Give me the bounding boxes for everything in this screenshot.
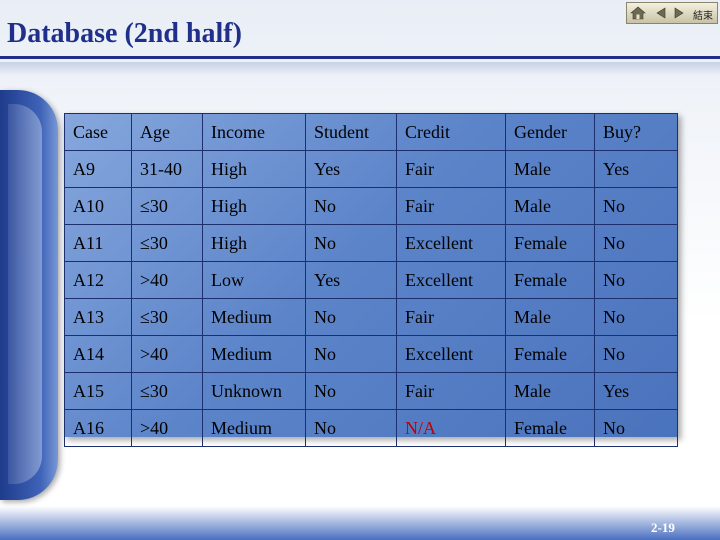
table-cell: No — [594, 335, 678, 373]
title-shadow-band — [0, 62, 720, 76]
page-number: 2-19 — [651, 520, 675, 535]
table-cell: Medium — [202, 409, 306, 447]
table-cell: Yes — [305, 261, 397, 299]
triangle-right-icon[interactable] — [671, 5, 687, 21]
table-cell: >40 — [131, 335, 203, 373]
table-cell: A12 — [64, 261, 132, 299]
table-cell: Low — [202, 261, 306, 299]
database-table: Case Age Income Student Credit Gender Bu… — [64, 113, 678, 447]
header-cell: Student — [305, 113, 397, 151]
table-cell: No — [594, 298, 678, 336]
table-cell: No — [594, 261, 678, 299]
table-cell: A14 — [64, 335, 132, 373]
slide-title: Database (2nd half) — [7, 18, 242, 49]
table-cell: High — [202, 224, 306, 262]
table-cell: Male — [505, 187, 595, 225]
table-cell: Fair — [396, 150, 506, 188]
table-cell: Fair — [396, 187, 506, 225]
table-cell: Male — [505, 372, 595, 410]
table-row: A16 >40 Medium No N/A Female No — [64, 409, 678, 447]
table-cell: Excellent — [396, 261, 506, 299]
home-icon[interactable] — [630, 5, 646, 21]
table-cell: A16 — [64, 409, 132, 447]
table-cell: Male — [505, 298, 595, 336]
table-cell: A11 — [64, 224, 132, 262]
title-underline — [0, 56, 720, 59]
header-cell: Income — [202, 113, 306, 151]
triangle-left-icon[interactable] — [653, 5, 669, 21]
table-cell: Medium — [202, 298, 306, 336]
table-cell: A13 — [64, 298, 132, 336]
table-row: A14 >40 Medium No Excellent Female No — [64, 335, 678, 373]
table-cell: No — [305, 187, 397, 225]
table-cell: No — [305, 409, 397, 447]
table-cell: Yes — [594, 150, 678, 188]
table-cell: No — [594, 187, 678, 225]
table-cell: >40 — [131, 409, 203, 447]
table-row: A9 31-40 High Yes Fair Male Yes — [64, 150, 678, 188]
table-row: A10 ≤30 High No Fair Male No — [64, 187, 678, 225]
table-cell: A15 — [64, 372, 132, 410]
header-cell: Buy? — [594, 113, 678, 151]
table-cell: Fair — [396, 298, 506, 336]
table-cell: 31-40 — [131, 150, 203, 188]
table-row: A13 ≤30 Medium No Fair Male No — [64, 298, 678, 336]
bottom-decorative-band — [0, 506, 720, 540]
nav-toolbar: 結束 — [626, 2, 718, 24]
table-cell: Female — [505, 261, 595, 299]
table-cell: Female — [505, 409, 595, 447]
header-cell: Credit — [396, 113, 506, 151]
database-table-container: Case Age Income Student Credit Gender Bu… — [64, 113, 678, 447]
decorative-side-panel-highlight — [8, 104, 42, 484]
table-cell: >40 — [131, 261, 203, 299]
table-cell: ≤30 — [131, 372, 203, 410]
table-cell: No — [305, 335, 397, 373]
header-cell: Age — [131, 113, 203, 151]
table-header-row: Case Age Income Student Credit Gender Bu… — [64, 113, 678, 151]
table-row: A12 >40 Low Yes Excellent Female No — [64, 261, 678, 299]
table-cell: No — [594, 409, 678, 447]
table-row: A11 ≤30 High No Excellent Female No — [64, 224, 678, 262]
table-cell: ≤30 — [131, 187, 203, 225]
table-cell: ≤30 — [131, 224, 203, 262]
table-cell: No — [305, 372, 397, 410]
table-row: A15 ≤30 Unknown No Fair Male Yes — [64, 372, 678, 410]
table-cell: High — [202, 150, 306, 188]
table-cell: Yes — [594, 372, 678, 410]
table-cell: A10 — [64, 187, 132, 225]
table-cell: N/A — [396, 409, 506, 447]
table-cell: ≤30 — [131, 298, 203, 336]
table-cell: Female — [505, 224, 595, 262]
table-cell: No — [305, 224, 397, 262]
table-cell: Female — [505, 335, 595, 373]
table-cell: Unknown — [202, 372, 306, 410]
decorative-side-panel — [0, 90, 58, 500]
table-cell: A9 — [64, 150, 132, 188]
header-cell: Gender — [505, 113, 595, 151]
end-button[interactable]: 結束 — [693, 11, 713, 22]
table-cell: Male — [505, 150, 595, 188]
table-cell: Medium — [202, 335, 306, 373]
header-cell: Case — [64, 113, 132, 151]
table-cell: Fair — [396, 372, 506, 410]
table-cell: Excellent — [396, 224, 506, 262]
table-cell: No — [594, 224, 678, 262]
table-cell: Yes — [305, 150, 397, 188]
table-cell: Excellent — [396, 335, 506, 373]
table-cell: High — [202, 187, 306, 225]
table-cell: No — [305, 298, 397, 336]
